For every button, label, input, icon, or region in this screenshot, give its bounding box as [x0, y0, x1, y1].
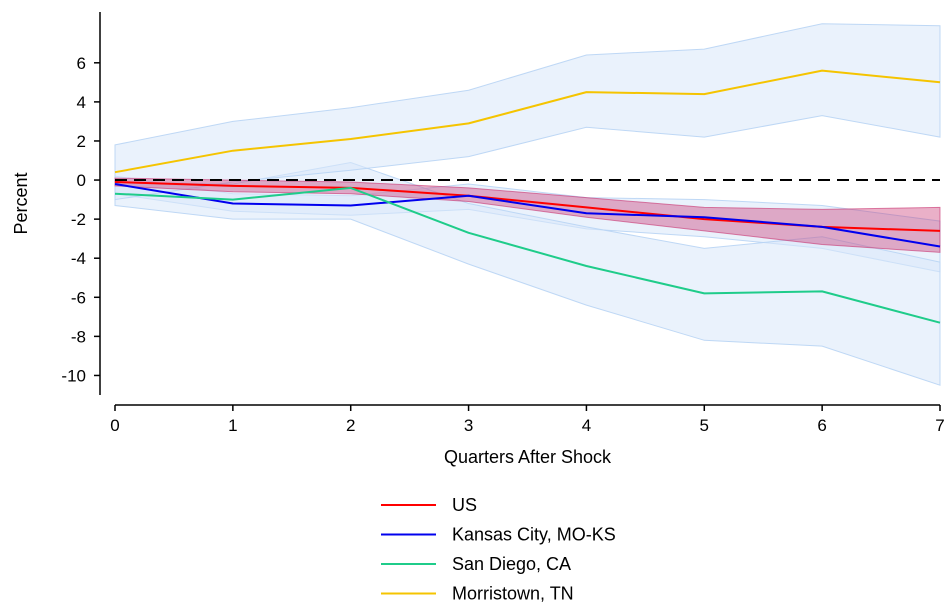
x-tick-label: 3 — [464, 416, 473, 435]
y-tick-label: -8 — [71, 327, 86, 346]
y-tick-label: -2 — [71, 210, 86, 229]
y-axis-title: Percent — [11, 172, 31, 234]
morristown-tn-series-line — [114, 69, 941, 174]
legend-item-us: US — [381, 495, 477, 515]
x-axis-title: Quarters After Shock — [444, 447, 612, 467]
y-tick-label: 2 — [77, 132, 86, 151]
us-confidence-band — [114, 177, 941, 253]
x-tick-label: 4 — [582, 416, 591, 435]
y-tick-label: -10 — [61, 366, 86, 385]
legend: US Kansas City, MO-KS San Diego, CA Morrist… — [381, 495, 616, 604]
axes — [94, 12, 941, 411]
y-tick-label: -4 — [71, 249, 86, 268]
x-tick-label: 0 — [110, 416, 119, 435]
x-tick-label: 1 — [228, 416, 237, 435]
san-diego-ca-confidence-band — [114, 161, 941, 386]
confidence-bands — [114, 23, 941, 386]
x-tick-label: 2 — [346, 416, 355, 435]
us-confidence-band-layer — [114, 177, 941, 253]
legend-label: Morristown, TN — [452, 584, 574, 604]
legend-label: US — [452, 495, 477, 515]
legend-item-morristown-tn: Morristown, TN — [381, 584, 574, 604]
y-tick-label: 0 — [77, 171, 86, 190]
legend-item-kansas-city-mo-ks: Kansas City, MO-KS — [381, 525, 616, 545]
legend-label: Kansas City, MO-KS — [452, 525, 616, 545]
x-tick-label: 7 — [935, 416, 944, 435]
y-tick-label: 4 — [77, 93, 86, 112]
legend-label: San Diego, CA — [452, 554, 571, 574]
morristown-tn-confidence-band — [114, 23, 941, 201]
san-diego-ca-series-line — [114, 186, 941, 324]
y-tick-labels: 6 4 2 0 -2 -4 -6 -8 -10 — [61, 54, 86, 386]
kansas-city-mo-ks-series-line — [114, 183, 941, 248]
x-tick-label: 6 — [817, 416, 826, 435]
series-lines — [114, 69, 941, 324]
legend-item-san-diego-ca: San Diego, CA — [381, 554, 571, 574]
x-tick-label: 5 — [700, 416, 709, 435]
y-tick-label: 6 — [77, 54, 86, 73]
y-tick-label: -6 — [71, 288, 86, 307]
x-tick-labels: 0 1 2 3 4 5 6 7 — [110, 416, 944, 435]
